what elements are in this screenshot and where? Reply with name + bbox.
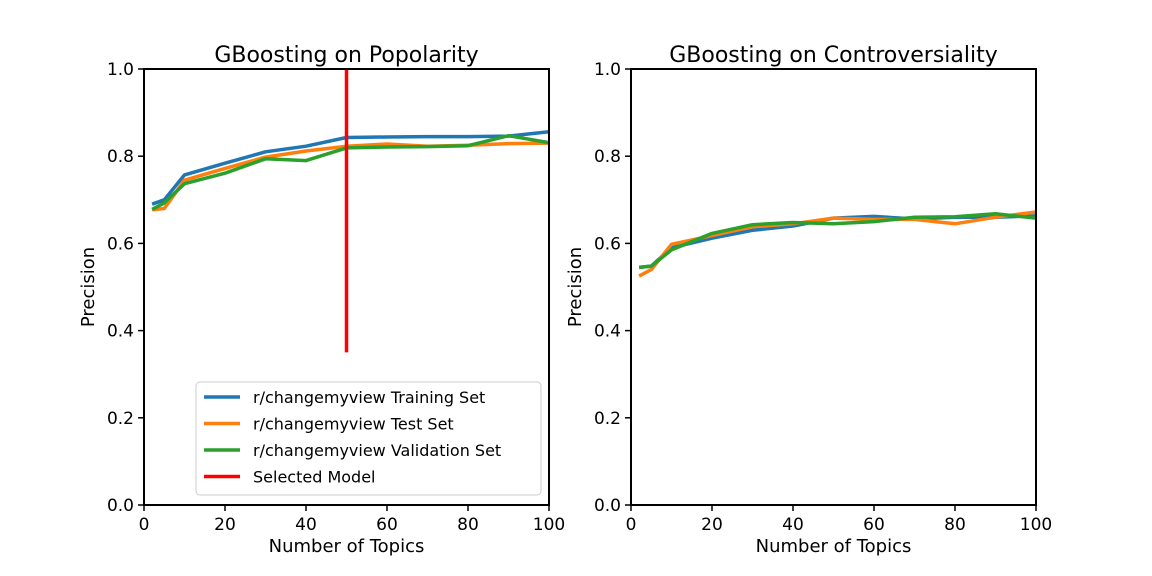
x-tick-label: 0 <box>626 515 637 535</box>
x-tick-label: 80 <box>944 515 966 535</box>
series-line-2 <box>638 212 1036 270</box>
y-tick-label: 0.6 <box>594 234 621 254</box>
axes-frame <box>630 68 1037 506</box>
y-axis-label: Precision <box>78 247 99 327</box>
y-tick-label: 0.0 <box>107 496 134 516</box>
series-line-2 <box>151 133 549 211</box>
legend-entry-0: r/changemyview Training Set <box>253 388 485 407</box>
x-axis-label: Number of Topics <box>756 536 912 557</box>
x-tick-label: 100 <box>1020 515 1052 535</box>
y-tick-label: 1.0 <box>594 60 621 80</box>
x-tick-label: 100 <box>533 515 565 535</box>
series-line-1 <box>638 210 1036 278</box>
legend-entry-2: r/changemyview Validation Set <box>253 441 501 460</box>
chart-popularity: GBoosting on Popolarity 0 20 40 60 80 100 0.0 0.… <box>78 43 565 557</box>
y-tick-label: 0.4 <box>594 322 621 342</box>
plot-area <box>151 69 549 353</box>
plot-area <box>638 210 1036 278</box>
axes-frame <box>143 68 550 506</box>
x-tick-label: 60 <box>376 515 398 535</box>
y-axis-label: Precision <box>565 247 586 327</box>
y-tick-label: 0.4 <box>107 322 134 342</box>
x-tick-label: 40 <box>782 515 804 535</box>
legend: r/changemyview Training Set r/changemyvie… <box>195 381 542 496</box>
x-tick-label: 20 <box>214 515 236 535</box>
series-line-0 <box>151 130 549 206</box>
y-tick-label: 0.2 <box>107 409 134 429</box>
chart-controversiality: GBoosting on Controversiality 0 20 40 60 80 10… <box>565 43 1052 557</box>
chart-title: GBoosting on Popolarity <box>214 43 478 68</box>
y-tick-label: 0.2 <box>594 409 621 429</box>
y-tick-label: 0.8 <box>107 147 134 167</box>
y-tick-label: 0.0 <box>594 496 621 516</box>
chart-title: GBoosting on Controversiality <box>669 43 998 68</box>
x-tick-label: 0 <box>139 515 150 535</box>
legend-entry-1: r/changemyview Test Set <box>253 415 454 434</box>
y-tick-label: 1.0 <box>107 60 134 80</box>
y-tick-label: 0.6 <box>107 234 134 254</box>
x-tick-label: 20 <box>701 515 723 535</box>
x-tick-label: 60 <box>863 515 885 535</box>
x-axis-label: Number of Topics <box>269 536 425 557</box>
y-tick-label: 0.8 <box>594 147 621 167</box>
x-tick-label: 40 <box>295 515 317 535</box>
legend-frame <box>195 381 542 496</box>
legend-entry-3: Selected Model <box>253 468 375 487</box>
x-tick-label: 80 <box>457 515 479 535</box>
